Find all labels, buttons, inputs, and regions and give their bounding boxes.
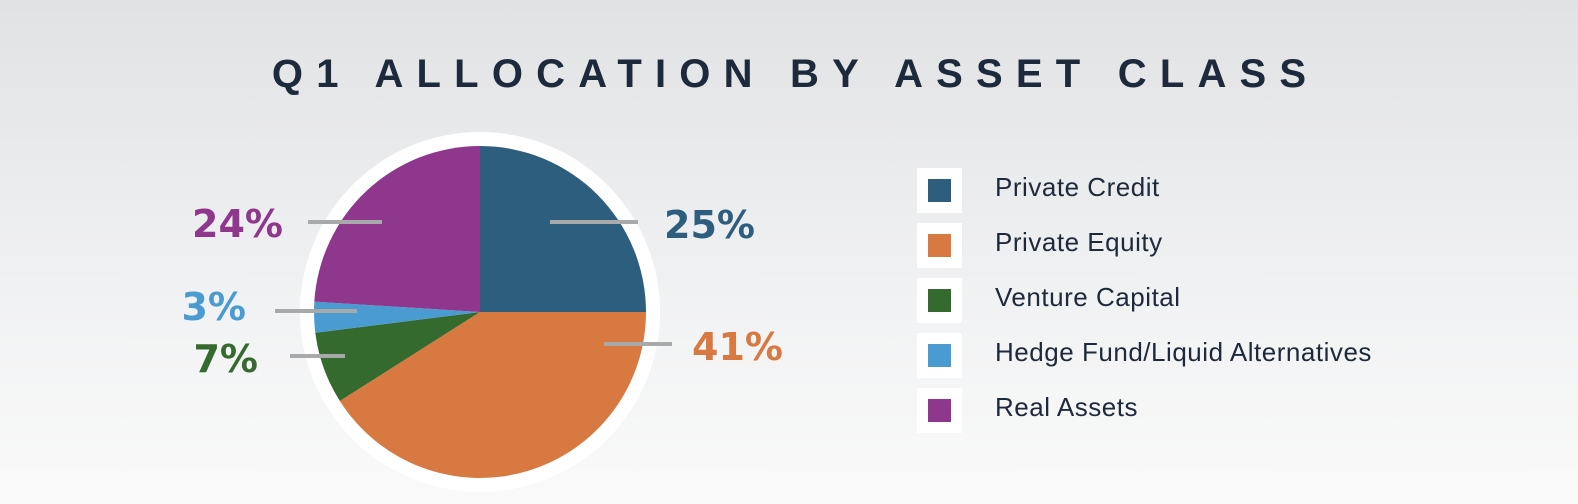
legend-swatch-venture-capital xyxy=(928,289,951,312)
data-label-real-assets: 24% xyxy=(192,202,283,246)
chart-title: Q1 ALLOCATION BY ASSET CLASS xyxy=(271,52,1320,96)
data-label-hedge-fund: 3% xyxy=(181,285,246,329)
legend-label-private-credit: Private Credit xyxy=(995,172,1160,202)
legend-swatch-frame xyxy=(917,223,962,268)
data-label-private-equity: 41% xyxy=(692,325,783,369)
legend-label-venture-capital: Venture Capital xyxy=(995,282,1181,312)
legend-swatch-hedge-fund xyxy=(928,344,951,367)
legend-swatch-private-credit xyxy=(928,179,951,202)
data-label-private-credit: 25% xyxy=(664,203,755,247)
pie-slice-private-equity xyxy=(339,312,646,478)
legend-swatch-frame xyxy=(917,333,962,378)
legend-label-private-equity: Private Equity xyxy=(995,227,1163,257)
legend-swatch-frame xyxy=(917,388,962,433)
pie-slice-private-credit xyxy=(480,146,646,312)
legend-swatch-real-assets xyxy=(928,399,951,422)
data-label-venture-capital: 7% xyxy=(193,337,258,381)
legend-label-real-assets: Real Assets xyxy=(995,392,1139,422)
legend-swatch-frame xyxy=(917,168,962,213)
pie-slice-venture-capital xyxy=(315,312,480,401)
legend-swatch-private-equity xyxy=(928,234,951,257)
legend-label-hedge-fund: Hedge Fund/Liquid Alternatives xyxy=(995,337,1372,367)
pie-slice-real-assets xyxy=(314,146,480,312)
legend-swatch-frame xyxy=(917,278,962,323)
